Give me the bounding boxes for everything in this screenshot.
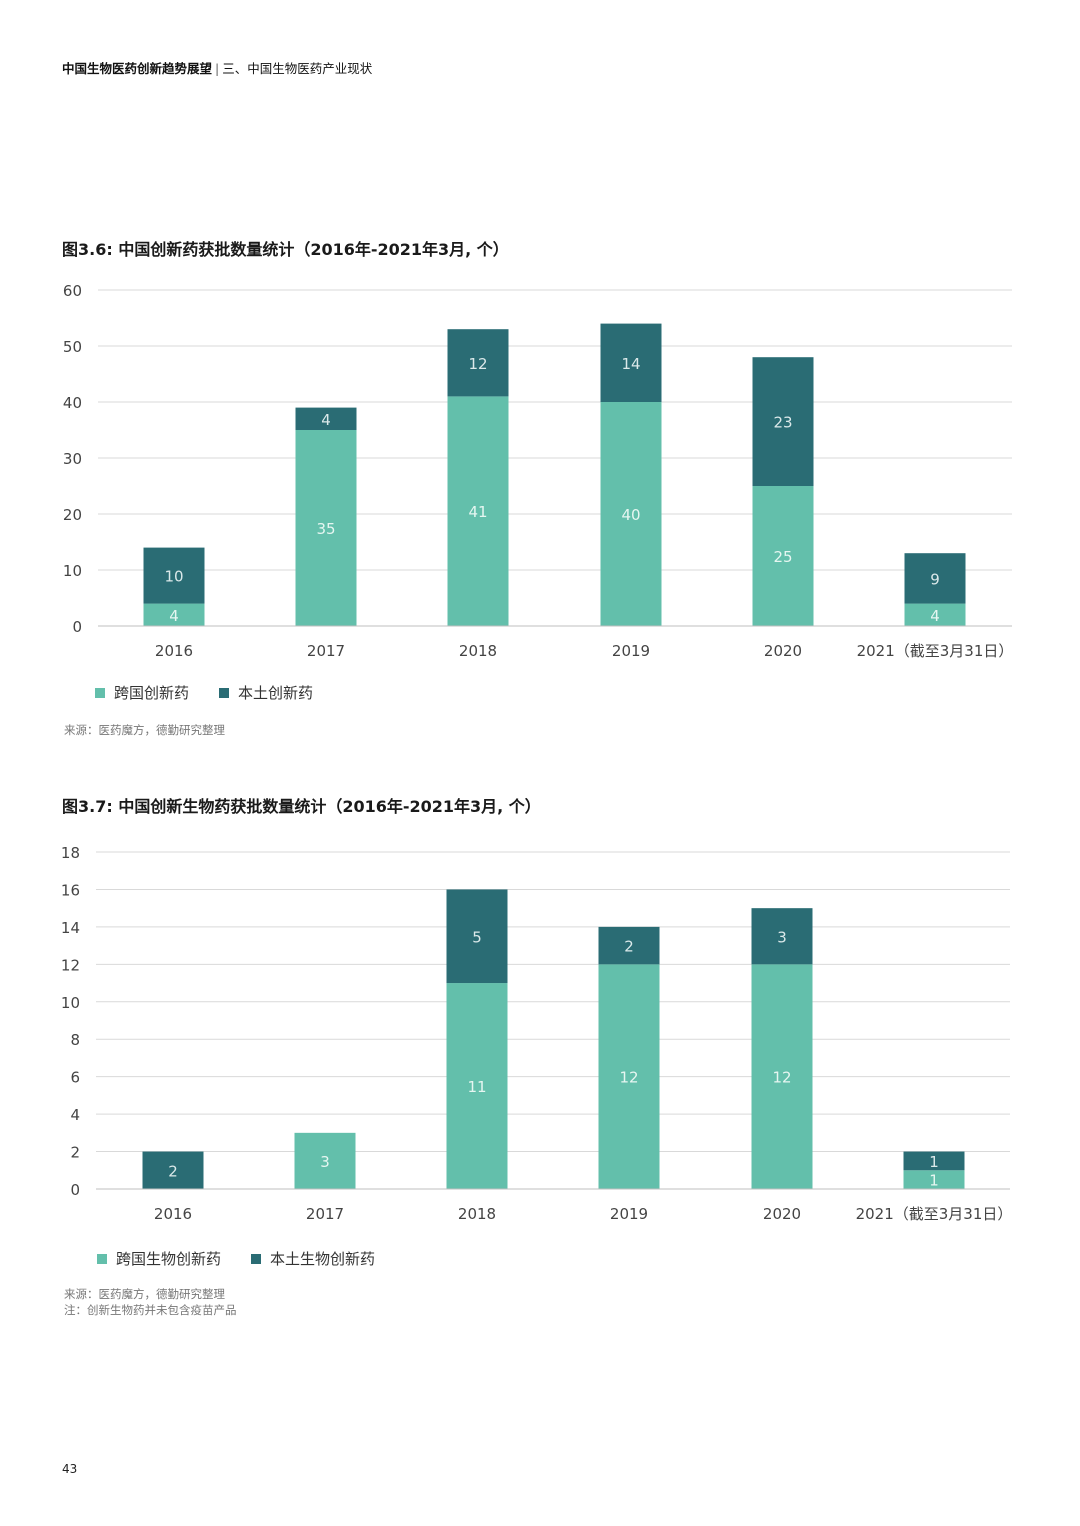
y-tick-label: 40 — [63, 394, 82, 412]
data-label: 2 — [168, 1162, 178, 1180]
bar-segment — [446, 983, 508, 1189]
bar-segment — [904, 603, 966, 626]
y-tick-label: 30 — [63, 450, 82, 468]
data-label: 3 — [777, 928, 787, 946]
data-label: 9 — [930, 570, 940, 588]
bar-segment — [294, 1132, 356, 1189]
x-tick-label: 2020 — [764, 642, 802, 660]
data-label: 2 — [624, 938, 634, 956]
running-header: 中国生物医药创新趋势展望 | 三、中国生物医药产业现状 — [62, 58, 372, 77]
legend-label: 本土生物创新药 — [270, 1250, 376, 1268]
y-tick-label: 60 — [63, 282, 82, 300]
bar-segment — [143, 547, 205, 604]
legend-label: 跨国生物创新药 — [116, 1250, 222, 1268]
data-label: 1 — [929, 1172, 939, 1190]
bar-segment — [447, 329, 509, 397]
header-separator: | — [215, 61, 220, 76]
x-tick-label: 2016 — [155, 642, 193, 660]
data-label: 4 — [169, 607, 179, 625]
legend-item-domestic-bio: 本土生物创新药 — [251, 1248, 375, 1269]
data-label: 3 — [320, 1153, 330, 1171]
y-tick-label: 4 — [70, 1106, 80, 1124]
data-label: 4 — [930, 607, 940, 625]
bar-segment — [751, 908, 813, 965]
legend-item-multinational: 跨国创新药 — [95, 682, 189, 703]
bar-segment — [295, 407, 357, 430]
data-label: 23 — [773, 414, 792, 432]
legend-item-domestic: 本土创新药 — [219, 682, 313, 703]
y-tick-label: 18 — [61, 844, 80, 862]
y-tick-label: 50 — [63, 338, 82, 356]
page-number: 43 — [62, 1462, 78, 1476]
data-label: 25 — [773, 548, 792, 566]
data-label: 10 — [164, 568, 183, 586]
bar-segment — [903, 1170, 965, 1189]
bar-segment — [752, 486, 814, 626]
x-tick-label: 2019 — [610, 1205, 648, 1223]
bar-segment — [447, 396, 509, 626]
x-tick-label: 2020 — [763, 1205, 801, 1223]
legend-label: 本土创新药 — [238, 684, 314, 702]
bar-segment — [295, 430, 357, 626]
chart-3-6: 0 10 20 30 40 50 60 4 10 2016 35 4 2017 41 12 2018 40 14 2… — [63, 282, 1014, 660]
section-title: 三、中国生物医药产业现状 — [222, 61, 373, 76]
legend-3-7: 跨国生物创新药 本土生物创新药 — [97, 1248, 375, 1269]
x-tick-label: 2017 — [307, 642, 345, 660]
bar-segment — [751, 964, 813, 1189]
figure-title-3-6: 图3.6: 中国创新药获批数量统计（2016年-2021年3月, 个） — [62, 240, 509, 259]
data-label: 4 — [321, 411, 331, 429]
legend-item-multinational-bio: 跨国生物创新药 — [97, 1248, 221, 1269]
y-tick-label: 20 — [63, 506, 82, 524]
y-tick-label: 0 — [72, 618, 82, 636]
data-label: 1 — [929, 1153, 939, 1171]
y-tick-label: 16 — [61, 881, 80, 899]
data-label: 41 — [468, 503, 487, 521]
bar-segment — [904, 553, 966, 604]
data-label: 11 — [467, 1078, 486, 1096]
legend-swatch-dark — [251, 1253, 262, 1264]
chart-3-7: 0 2 4 6 8 10 12 14 16 18 2 2016 3 2017 11 5 2018 12 2 2019 1… — [61, 844, 1013, 1223]
legend-swatch-light — [95, 687, 105, 698]
report-title: 中国生物医药创新趋势展望 — [62, 61, 213, 76]
data-label: 35 — [316, 520, 335, 538]
y-tick-label: 0 — [70, 1181, 80, 1199]
bar-segment — [598, 926, 660, 965]
legend-swatch-dark — [219, 687, 230, 698]
y-tick-label: 12 — [61, 956, 80, 974]
x-tick-label: 2019 — [612, 642, 650, 660]
y-tick-label: 8 — [70, 1031, 80, 1049]
y-tick-label: 14 — [61, 919, 80, 937]
source-note-3-6: 来源：医药魔方，德勤研究整理 — [64, 723, 225, 737]
bar-segment — [598, 964, 660, 1189]
x-tick-label: 2021（截至3月31日） — [856, 1205, 1013, 1223]
bar-segment — [142, 1151, 204, 1189]
legend-swatch-light — [97, 1253, 107, 1264]
bar-segment — [600, 323, 662, 402]
data-label: 5 — [472, 928, 482, 946]
data-label: 12 — [468, 355, 487, 373]
bar-segment — [752, 357, 814, 486]
data-label: 14 — [621, 355, 640, 373]
bar-segment — [143, 603, 205, 626]
x-tick-label: 2018 — [458, 1205, 496, 1223]
x-tick-label: 2016 — [154, 1205, 192, 1223]
y-tick-label: 10 — [61, 994, 80, 1012]
legend-3-6: 跨国创新药 本土创新药 — [95, 682, 313, 703]
bar-segment — [903, 1151, 965, 1171]
y-tick-label: 2 — [70, 1144, 80, 1162]
data-label: 40 — [621, 506, 640, 524]
data-label: 12 — [772, 1069, 791, 1087]
x-tick-label: 2018 — [459, 642, 497, 660]
x-tick-label: 2021（截至3月31日） — [857, 642, 1014, 660]
bar-segment — [446, 889, 508, 984]
y-tick-label: 10 — [63, 562, 82, 580]
x-tick-label: 2017 — [306, 1205, 344, 1223]
figure-title-3-7: 图3.7: 中国创新生物药获批数量统计（2016年-2021年3月, 个） — [62, 797, 541, 816]
data-label: 12 — [619, 1069, 638, 1087]
footnote-3-7: 注：创新生物药并未包含疫苗产品 — [64, 1303, 237, 1317]
source-note-3-7: 来源：医药魔方，德勤研究整理 — [64, 1287, 225, 1301]
legend-label: 跨国创新药 — [114, 684, 190, 702]
y-tick-label: 6 — [70, 1069, 80, 1087]
bar-segment — [600, 402, 662, 626]
